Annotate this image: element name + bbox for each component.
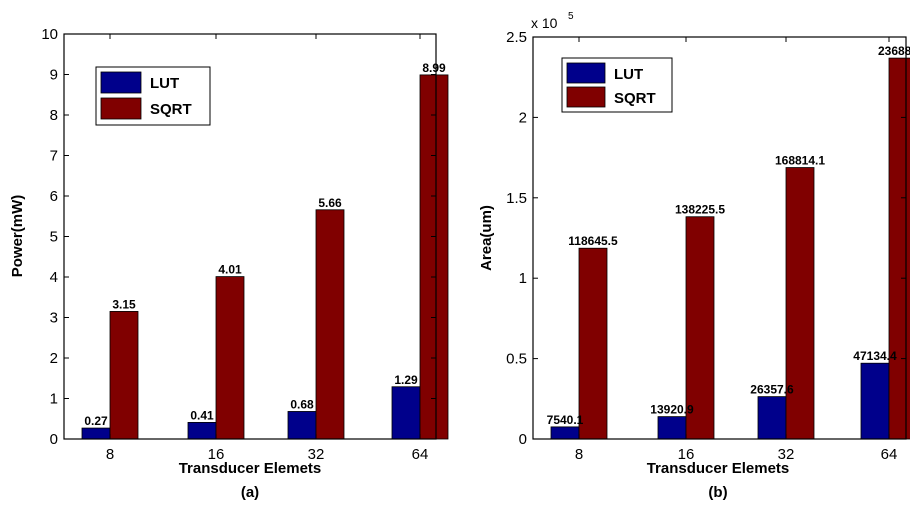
chart-a-y-axis-title: Power(mW) — [9, 195, 26, 278]
chart-a-legend-label-sqrt: SQRT — [150, 101, 192, 118]
bar-lut-32 — [287, 411, 317, 440]
x-tick-label-16: 16 — [208, 446, 225, 463]
y-tick-label-7: 7 — [50, 148, 58, 165]
y-tick-label-5: 5 — [50, 229, 58, 246]
chart-b-x-axis-title: Transducer Elemets — [647, 460, 790, 477]
chart-b-data-labels: 7540.1 118645.5 13920.9 138225.5 26357.6 1688… — [547, 44, 910, 427]
y-tick-label-2: 2 — [519, 109, 527, 126]
bar-lut-16 — [657, 416, 687, 440]
bar-sqrt-32 — [785, 167, 815, 440]
data-label-lut-8: 0.27 — [84, 414, 108, 428]
chart-b-legend-label-lut: LUT — [614, 66, 643, 83]
data-label-lut-64: 1.29 — [394, 373, 418, 387]
data-label-sqrt-64: 8.99 — [422, 61, 446, 75]
x-tick-label-8: 8 — [106, 446, 114, 463]
chart-a: 0.27 3.15 0.41 4.01 0.68 5.66 1.29 8.99 0 1 2 3 4 5 6… — [9, 26, 449, 501]
data-label-lut-8: 7540.1 — [547, 413, 584, 427]
chart-b-y-multiplier-exponent: 5 — [568, 11, 574, 22]
data-label-lut-32: 26357.6 — [750, 383, 794, 397]
bar-lut-8 — [81, 427, 111, 440]
y-tick-label-4: 4 — [50, 269, 58, 286]
y-tick-label-10: 10 — [41, 26, 58, 43]
data-label-sqrt-16: 4.01 — [218, 263, 242, 277]
y-tick-label-2: 2 — [50, 350, 58, 367]
bar-lut-16 — [187, 421, 217, 440]
y-tick-label-1.5: 1.5 — [506, 190, 527, 207]
chart-a-caption: (a) — [241, 484, 259, 501]
x-tick-label-16: 16 — [678, 446, 695, 463]
chart-a-y-ticks: 0 1 2 3 4 5 6 7 8 9 10 — [41, 26, 436, 448]
data-label-sqrt-8: 3.15 — [112, 297, 136, 311]
y-tick-label-0: 0 — [50, 431, 58, 448]
data-label-sqrt-16: 138225.5 — [675, 203, 725, 217]
chart-a-plot-frame — [63, 33, 437, 440]
data-label-lut-16: 13920.9 — [650, 403, 694, 417]
bar-lut-64 — [860, 362, 890, 440]
data-label-lut-16: 0.41 — [190, 408, 214, 422]
data-label-sqrt-8: 118645.5 — [568, 234, 618, 248]
bar-sqrt-32 — [315, 209, 345, 440]
chart-b-legend-swatch-lut — [566, 62, 606, 84]
chart-b-plot-frame — [532, 36, 907, 440]
chart-b-legend: LUT SQRT — [561, 57, 673, 113]
bar-lut-32 — [757, 396, 787, 440]
data-label-sqrt-32: 168814.1 — [775, 154, 825, 168]
chart-b-y-axis-title: Area(um) — [478, 205, 495, 271]
data-label-sqrt-32: 5.66 — [318, 196, 342, 210]
y-tick-label-1: 1 — [519, 270, 527, 287]
chart-b-caption: (b) — [708, 484, 727, 501]
chart-b-bars — [550, 57, 910, 440]
y-tick-label-0: 0 — [519, 431, 527, 448]
y-tick-label-3: 3 — [50, 310, 58, 327]
x-tick-label-8: 8 — [575, 446, 583, 463]
bar-sqrt-16 — [215, 276, 245, 440]
chart-a-bars — [81, 74, 449, 440]
bar-sqrt-16 — [685, 216, 715, 440]
data-label-lut-32: 0.68 — [290, 397, 314, 411]
chart-b-x-ticks: 8 16 32 64 — [575, 37, 898, 463]
bar-sqrt-8 — [578, 247, 608, 440]
y-tick-label-1: 1 — [50, 391, 58, 408]
bar-sqrt-64 — [888, 57, 910, 440]
chart-a-legend: LUT SQRT — [95, 66, 211, 126]
chart-b: 7540.1118645.513920.9138225.526357.61688… — [478, 11, 910, 501]
chart-a-legend-swatch-lut — [100, 71, 142, 94]
y-tick-label-9: 9 — [50, 67, 58, 84]
y-tick-label-2.5: 2.5 — [506, 29, 527, 46]
chart-b-legend-swatch-sqrt — [566, 86, 606, 108]
chart-a-x-ticks: 8 16 32 64 — [106, 34, 429, 463]
y-tick-label-6: 6 — [50, 188, 58, 205]
y-tick-label-8: 8 — [50, 107, 58, 124]
x-tick-label-32: 32 — [308, 446, 325, 463]
bar-sqrt-8 — [109, 311, 139, 440]
bar-sqrt-64 — [419, 74, 449, 440]
x-tick-label-64: 64 — [412, 446, 429, 463]
chart-b-legend-label-sqrt: SQRT — [614, 90, 656, 107]
data-label-lut-64: 47134.4 — [853, 349, 897, 363]
chart-a-x-axis-title: Transducer Elemets — [179, 460, 322, 477]
chart-b-y-multiplier: x 10 — [531, 15, 558, 31]
data-label-sqrt-64: 236881.7 — [878, 44, 910, 58]
y-tick-label-0.5: 0.5 — [506, 351, 527, 368]
chart-a-data-labels: 0.27 3.15 0.41 4.01 0.68 5.66 1.29 8.99 — [84, 61, 446, 428]
bar-lut-64 — [391, 386, 421, 440]
x-tick-label-32: 32 — [778, 446, 795, 463]
chart-a-legend-swatch-sqrt — [100, 97, 142, 120]
chart-b-y-ticks: 0 0.5 1 1.5 2 2.5 — [506, 29, 906, 448]
x-tick-label-64: 64 — [881, 446, 898, 463]
bar-lut-8 — [550, 426, 580, 440]
chart-a-legend-label-lut: LUT — [150, 75, 179, 92]
